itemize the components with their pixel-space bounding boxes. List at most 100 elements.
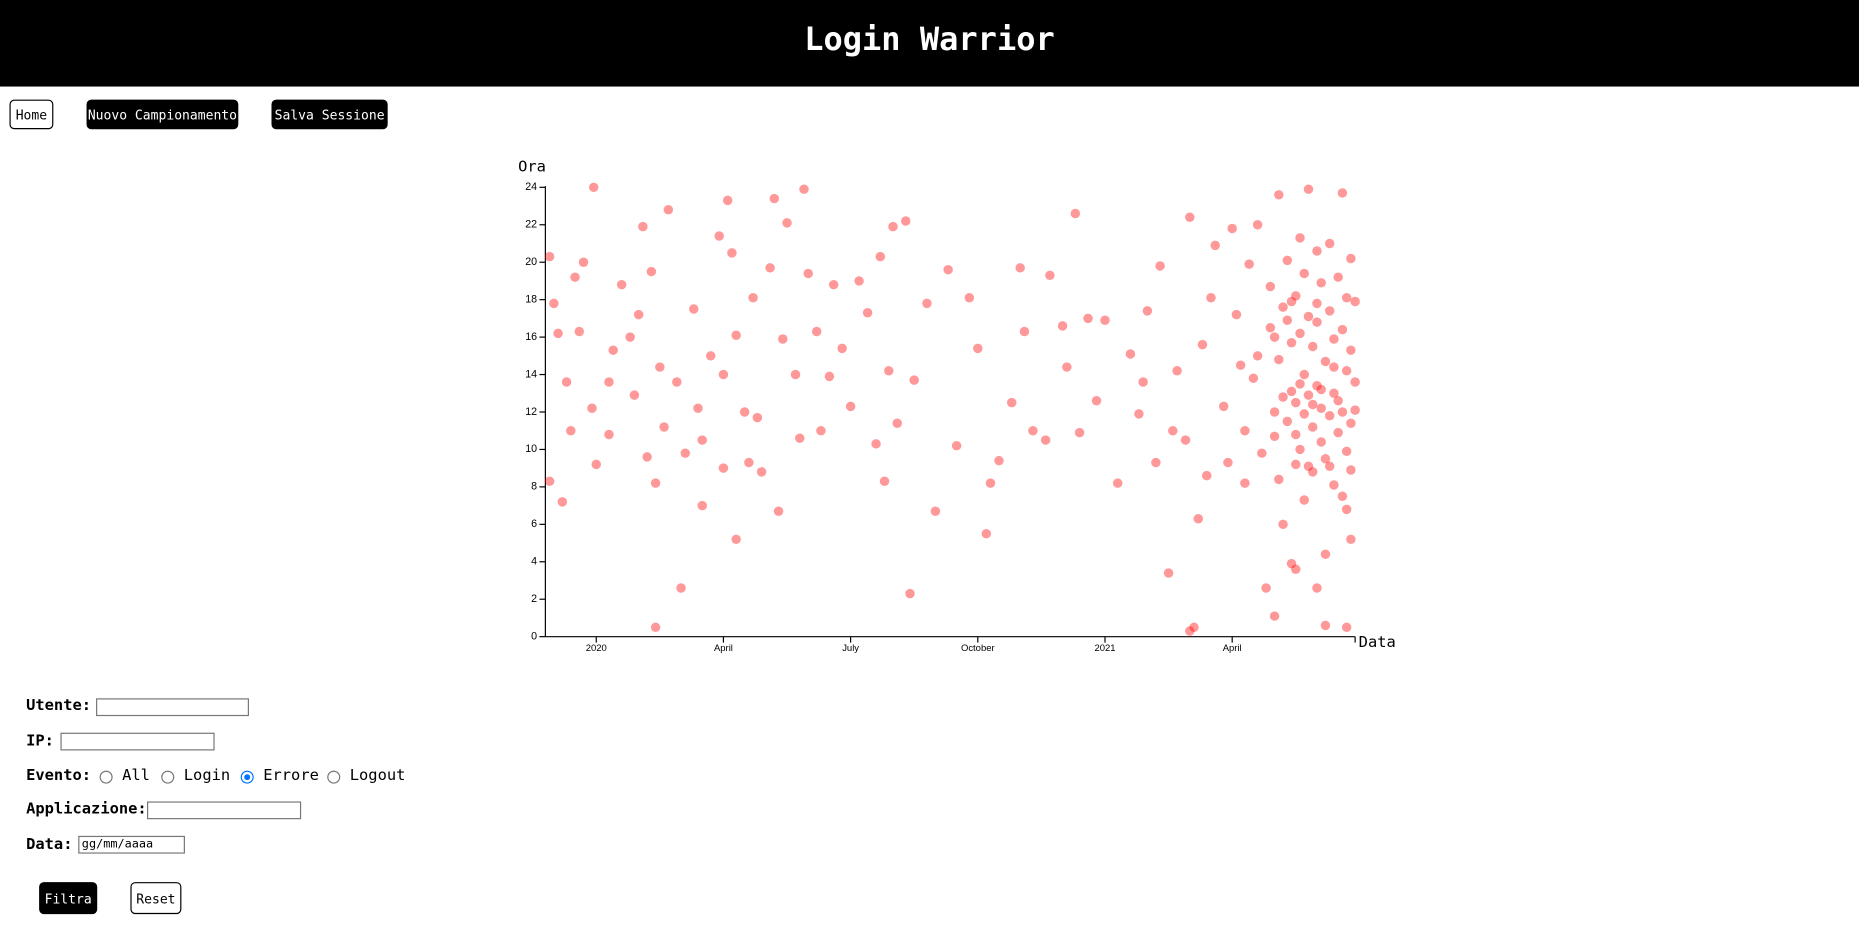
point: [625, 332, 635, 342]
point: [1333, 272, 1343, 282]
point: [1324, 238, 1335, 249]
point: [1312, 298, 1322, 309]
point: [871, 439, 881, 449]
point: [588, 182, 599, 193]
point: [1303, 461, 1314, 472]
save-session-button[interactable]: Salva Sessione: [271, 99, 388, 130]
app-input[interactable]: [147, 801, 302, 820]
event-option-label[interactable]: Login: [183, 767, 231, 785]
point: [1252, 220, 1263, 230]
new-sampling-button[interactable]: Nuovo Campionamento: [86, 99, 239, 130]
point: [1320, 454, 1331, 464]
event-radio[interactable]: [327, 770, 341, 784]
point: [769, 193, 780, 204]
point: [1070, 208, 1081, 219]
point: [1155, 261, 1165, 271]
point: [795, 433, 805, 443]
user-input[interactable]: [96, 698, 249, 717]
point: [1337, 407, 1348, 417]
point: [1299, 268, 1309, 279]
event-option-label[interactable]: Logout: [349, 767, 406, 785]
filter-button[interactable]: Filtra: [39, 882, 98, 915]
point: [574, 326, 585, 337]
point: [731, 534, 741, 545]
point: [616, 279, 627, 290]
event-radio[interactable]: [161, 770, 175, 784]
point: [1329, 388, 1339, 399]
point: [1333, 427, 1343, 438]
point: [1350, 405, 1360, 415]
event-option-label[interactable]: Errore: [263, 767, 319, 785]
point: [1312, 246, 1322, 256]
y-tick-label: 6: [531, 518, 537, 530]
point: [1240, 425, 1250, 436]
y-axis-label: Ora: [518, 158, 546, 176]
ip-input[interactable]: [60, 732, 215, 751]
point: [1019, 326, 1030, 337]
event-radio[interactable]: [240, 770, 254, 784]
y-tick-label: 10: [525, 443, 537, 455]
point: [803, 268, 813, 279]
event-radio[interactable]: [99, 770, 113, 784]
point: [578, 257, 589, 267]
point: [964, 293, 975, 303]
home-button[interactable]: Home: [9, 99, 54, 130]
point: [731, 330, 741, 340]
point: [854, 276, 864, 286]
point: [922, 298, 932, 309]
point: [1015, 263, 1025, 273]
point: [1248, 373, 1259, 384]
point: [1303, 390, 1314, 400]
point: [1274, 354, 1284, 365]
x-tick-label: 2020: [586, 643, 607, 654]
point: [693, 403, 703, 413]
point: [553, 328, 563, 339]
point: [1269, 611, 1280, 621]
date-input[interactable]: gg/mm/aaaa: [78, 835, 185, 854]
point: [1282, 315, 1293, 325]
point: [663, 205, 674, 215]
point: [1252, 351, 1263, 361]
point: [981, 528, 992, 539]
point: [1320, 356, 1331, 367]
point: [1138, 377, 1148, 387]
point: [752, 412, 763, 423]
point: [604, 377, 614, 387]
reset-button[interactable]: Reset: [130, 882, 182, 915]
point: [790, 369, 801, 380]
point: [862, 308, 873, 318]
point: [1316, 278, 1326, 288]
point: [1125, 349, 1136, 359]
point: [1134, 409, 1144, 419]
ip-label: IP:: [26, 732, 54, 751]
point: [544, 476, 555, 487]
app-label: Applicazione:: [26, 800, 147, 819]
point: [744, 457, 754, 468]
point: [604, 429, 614, 440]
y-tick-label: 0: [531, 630, 537, 642]
point: [799, 184, 809, 194]
point: [557, 497, 568, 507]
y-tick-label: 18: [525, 293, 537, 305]
user-label: Utente:: [26, 697, 92, 715]
point: [1341, 622, 1352, 633]
point: [718, 463, 729, 473]
point: [1303, 311, 1314, 322]
point: [1261, 583, 1271, 593]
point: [1197, 339, 1208, 350]
point: [879, 476, 890, 487]
point: [1299, 409, 1309, 419]
point: [727, 248, 737, 258]
point: [1350, 296, 1360, 307]
point: [591, 459, 601, 470]
event-option-label[interactable]: All: [122, 767, 150, 785]
point: [1172, 366, 1182, 376]
y-tick-label: 20: [525, 256, 537, 268]
y-tick-label: 24: [525, 181, 537, 193]
x-tick-label: July: [842, 643, 859, 654]
point: [1291, 429, 1301, 440]
point: [1346, 345, 1356, 355]
